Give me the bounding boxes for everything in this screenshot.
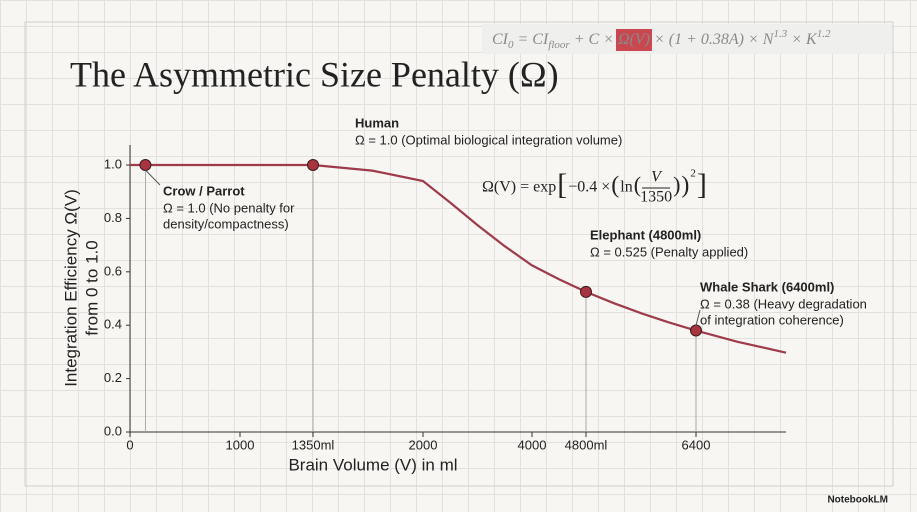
formula-part: ( — [634, 172, 641, 197]
pointer — [695, 309, 701, 326]
formula-part: 2 — [690, 168, 696, 180]
curve — [130, 163, 787, 354]
formula-part: Ω(V) = exp — [482, 179, 556, 196]
formula-part: 0 — [508, 39, 514, 51]
formula-part: 1350 — [640, 189, 672, 206]
y-tick-label: 0.0 — [104, 423, 122, 438]
brand: NotebookLM — [827, 495, 888, 506]
formula-part: 1.2 — [817, 28, 831, 40]
x-tick-label: 1000 — [226, 437, 255, 452]
data-point — [139, 159, 152, 172]
annotation-text: Ω = 1.0 (Optimal biological integration … — [355, 132, 622, 147]
formula-part: = CI — [514, 31, 549, 48]
annotation-title: Whale Shark (6400ml) — [700, 279, 834, 294]
x-tick-label: 1350ml — [292, 437, 335, 452]
formula-part: V — [651, 169, 663, 186]
highlight — [615, 29, 652, 51]
formula-top: CI0 = CIfloor + C × Ω(V) × (1 + 0.38A) ×… — [492, 28, 831, 51]
formula-part: Ω(V) — [618, 31, 650, 48]
annotation-text: Ω = 0.38 (Heavy degradation — [700, 296, 867, 311]
y-axis-label: Integration Efficiency Ω(V) — [61, 189, 80, 387]
formula-part: CI — [492, 31, 509, 48]
x-tick-label: 6400 — [682, 437, 711, 452]
data-point — [307, 159, 319, 172]
y-axis-label: from 0 to 1.0 — [82, 240, 101, 335]
data-point — [580, 285, 592, 298]
y-tick-label: 0.4 — [104, 317, 122, 332]
formula-part: [ — [557, 168, 567, 201]
formula-part: + C × — [570, 31, 618, 48]
formula-box — [482, 24, 892, 54]
formula-part: ( — [611, 173, 619, 199]
formula-part: floor — [548, 39, 570, 51]
annotation-text: density/compactness) — [163, 216, 289, 231]
annotation-text: of integration coherence) — [700, 312, 844, 327]
y-tick-label: 0.6 — [104, 263, 122, 278]
formula-part: 1.3 — [773, 28, 787, 40]
x-tick-label: 4800ml — [565, 437, 608, 452]
x-axis-label: Brain Volume (V) in ml — [288, 455, 457, 474]
frame — [24, 21, 894, 487]
formula-part: −0.4 × — [568, 179, 610, 196]
formula-part: ] — [697, 168, 707, 201]
annotation-title: Crow / Parrot — [163, 183, 245, 198]
formula-part: ) — [681, 173, 689, 199]
formula-part: ln — [620, 179, 632, 196]
y-tick-label: 0.2 — [104, 370, 122, 385]
chart-title: The Asymmetric Size Penalty (Ω) — [70, 54, 559, 94]
y-tick-label: 1.0 — [104, 156, 122, 171]
formula-part: × K — [787, 31, 818, 48]
x-tick-label: 4000 — [518, 437, 547, 452]
x-tick-label: 2000 — [409, 437, 438, 452]
annotation-title: Human — [355, 115, 399, 130]
y-tick-label: 0.8 — [104, 210, 122, 225]
annotation-title: Elephant (4800ml) — [590, 227, 701, 242]
formula-part: ) — [673, 172, 680, 197]
x-tick-label: 0 — [126, 437, 133, 452]
annotation-text: Ω = 1.0 (No penalty for — [163, 200, 295, 215]
formula-part: × (1 + 0.38A) × N — [650, 31, 775, 48]
annotation-text: Ω = 0.525 (Penalty applied) — [590, 244, 748, 259]
pointer — [145, 169, 161, 186]
